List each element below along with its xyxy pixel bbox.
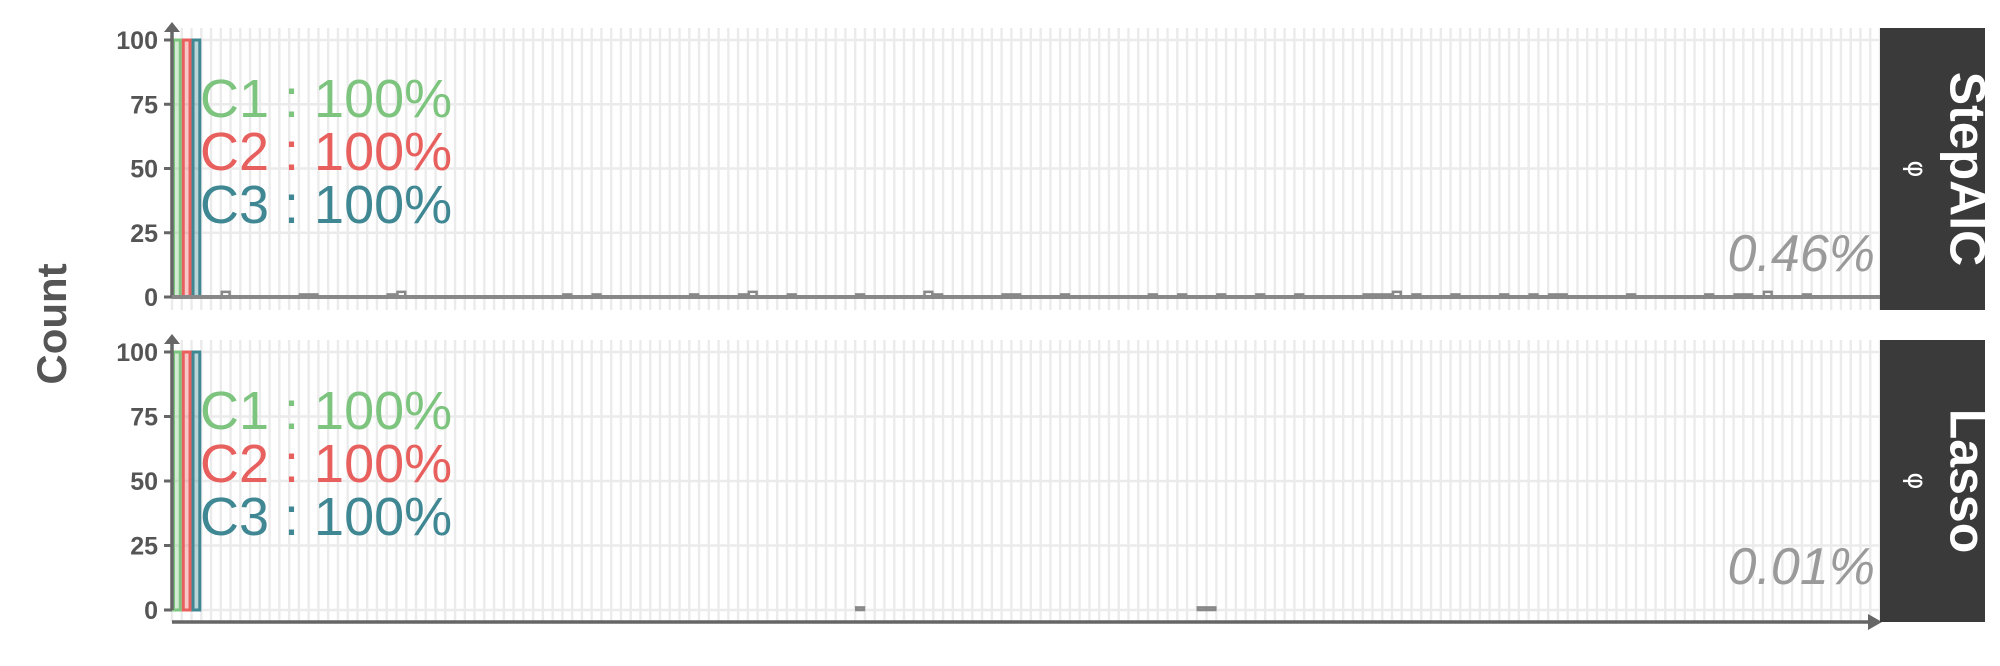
facet-strip-subtitle: φ (1902, 160, 1932, 177)
y-tick-label: 75 (130, 404, 158, 432)
percent-annotation: 0.01% (1728, 538, 1875, 596)
x-axis-arrow (1868, 614, 1882, 630)
facet-strip (1880, 28, 1985, 310)
bar-c1 (172, 350, 182, 612)
y-axis-label: Count (28, 263, 75, 384)
y-tick-label: 50 (130, 156, 158, 184)
y-tick-label: 25 (130, 533, 158, 561)
y-tick-label: 75 (130, 91, 158, 119)
minor-bar (854, 606, 866, 612)
class-label-c2: C2 : 100% (200, 122, 452, 182)
percent-annotation: 0.46% (1728, 225, 1875, 283)
bar-c3 (191, 38, 202, 299)
bar-c2 (181, 38, 192, 299)
facet-strip-title: Lasso (1940, 409, 1996, 554)
y-tick-label: 100 (116, 27, 158, 55)
y-tick-label: 25 (130, 220, 158, 248)
class-label-c1: C1 : 100% (200, 381, 452, 441)
class-label-c2: C2 : 100% (200, 434, 452, 494)
y-tick-label: 50 (130, 468, 158, 496)
facet-panel-stepaic: 0 25 50 75 100 C1 : 100%C2 : 100%C3 : 100% 0.4… (116, 22, 1996, 312)
class-label-c3: C3 : 100% (200, 175, 452, 235)
y-axis-arrow (164, 22, 180, 32)
y-tick-label: 100 (116, 339, 158, 367)
bar-c3 (191, 350, 202, 612)
class-label-c3: C3 : 100% (200, 487, 452, 547)
grid-lines (170, 28, 1882, 310)
bar-c1 (172, 38, 182, 299)
facet-panel-lasso: 0 25 50 75 100 C1 : 100%C2 : 100%C3 : 100% 0.0… (116, 334, 1996, 630)
y-tick-label: 0 (144, 597, 158, 625)
facet-strip-title: StepAIC (1940, 72, 1996, 266)
y-axis-arrow (164, 334, 180, 344)
minor-bar (1206, 606, 1217, 612)
facet-strip (1880, 340, 1985, 622)
minor-bar (1196, 606, 1207, 612)
bar-c2 (181, 350, 192, 612)
y-tick-label: 0 (144, 284, 158, 312)
facet-strip-subtitle: φ (1902, 472, 1932, 489)
class-label-c1: C1 : 100% (200, 69, 452, 129)
